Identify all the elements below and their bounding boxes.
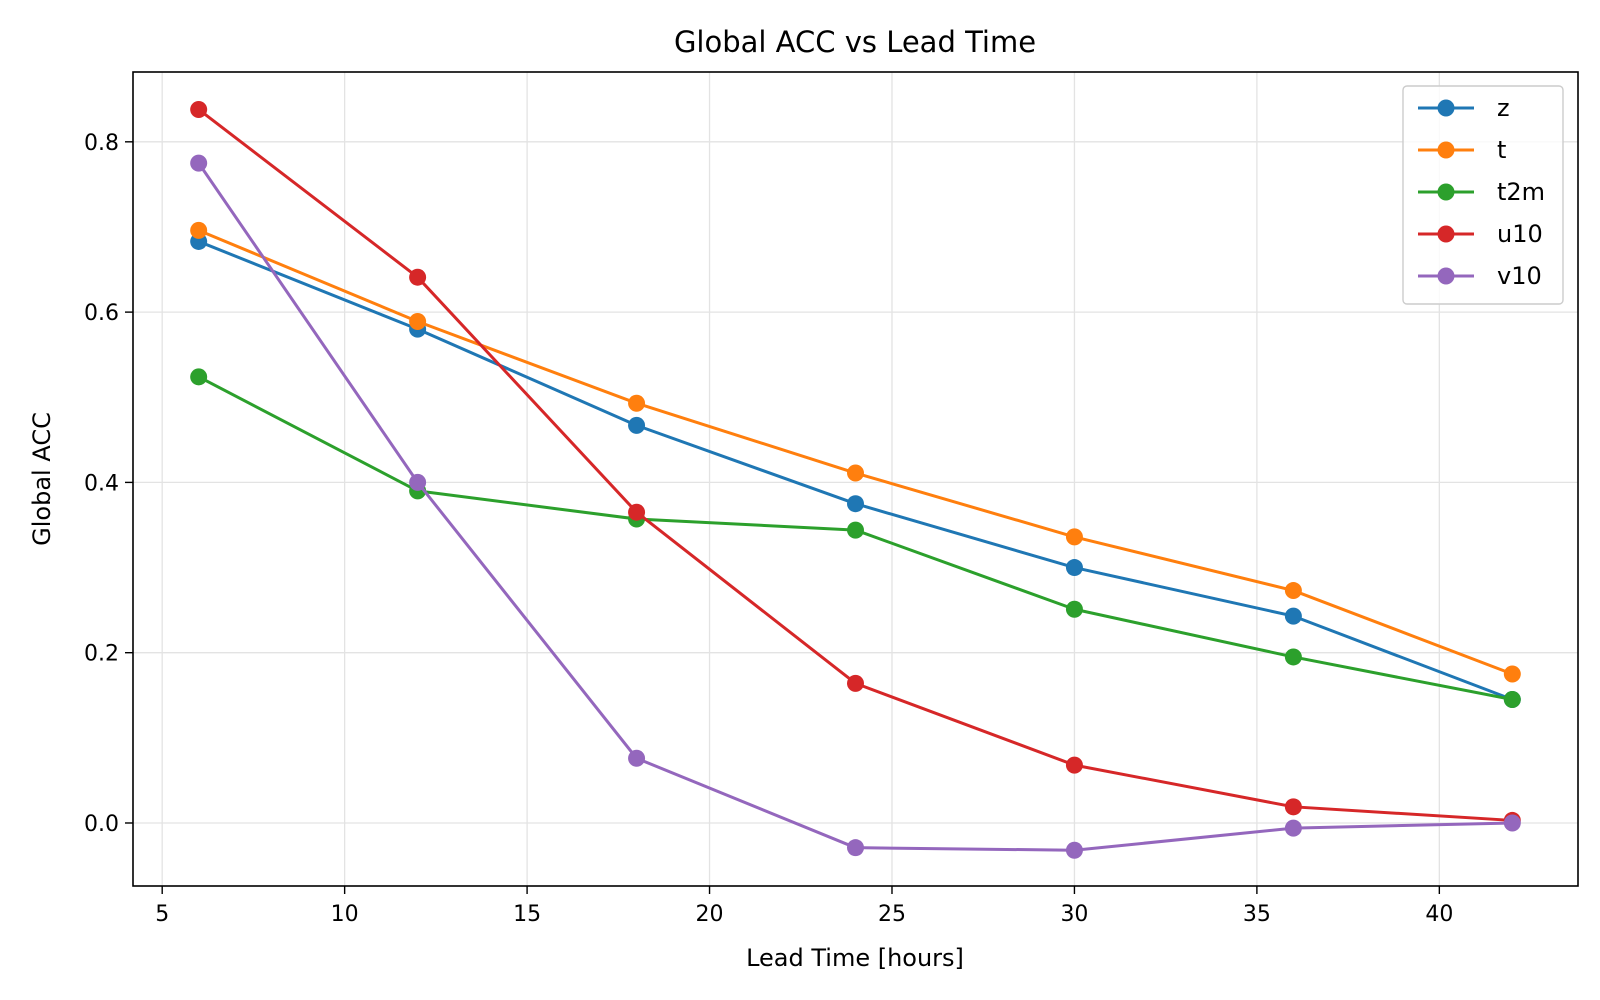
legend-swatch-marker	[1437, 267, 1455, 285]
legend-swatch-marker	[1437, 225, 1455, 243]
data-point-t2m	[847, 521, 864, 539]
plot-area-frame	[132, 71, 1579, 887]
data-point-z	[628, 416, 646, 434]
legend-item-v10: v10	[1418, 262, 1542, 290]
x-axis-label: Lead Time [hours]	[746, 944, 964, 972]
legend: zt t2m u10 v10	[1402, 85, 1564, 305]
series-v10	[190, 154, 1521, 859]
data-point-t	[1065, 528, 1083, 546]
legend-label: z	[1497, 94, 1510, 122]
data-point-t2m	[1065, 600, 1083, 618]
data-point-z	[1065, 559, 1083, 577]
x-tick-label: 20	[696, 902, 724, 927]
data-point-v10	[847, 839, 864, 857]
data-point-u10	[1284, 798, 1302, 816]
x-tick-label: 5	[155, 902, 169, 927]
data-point-u10	[409, 268, 427, 286]
series-t2m	[190, 368, 1521, 709]
data-point-u10	[1065, 756, 1083, 774]
legend-swatch-marker	[1437, 141, 1455, 159]
data-point-z	[1284, 607, 1302, 625]
legend-item-t: t	[1418, 136, 1506, 164]
chart-title: Global ACC vs Lead Time	[674, 25, 1036, 59]
data-point-u10	[190, 100, 208, 118]
y-tick-label: 0.0	[84, 812, 119, 837]
legend-label: t	[1497, 136, 1506, 164]
x-tick-label: 35	[1243, 902, 1271, 927]
series-u10	[190, 100, 1521, 829]
data-point-u10	[628, 503, 646, 521]
data-point-t	[628, 394, 646, 412]
data-point-u10	[847, 674, 864, 692]
data-point-v10	[409, 473, 427, 491]
data-point-t2m	[1284, 648, 1302, 666]
y-tick-label: 0.8	[84, 131, 119, 156]
data-point-t	[1503, 665, 1521, 683]
x-tick-label: 15	[513, 902, 541, 927]
data-point-t	[409, 312, 427, 330]
legend-label: v10	[1497, 262, 1542, 290]
data-point-t2m	[1503, 691, 1521, 709]
x-tick-label: 25	[878, 902, 906, 927]
legend-swatch-marker	[1437, 183, 1455, 201]
data-point-t	[847, 464, 864, 482]
legend-swatch-marker	[1437, 99, 1455, 117]
data-point-v10	[190, 154, 208, 172]
data-point-t	[190, 221, 208, 239]
y-tick-label: 0.4	[84, 471, 119, 496]
series-lines	[190, 100, 1521, 859]
x-tick-label: 30	[1060, 902, 1088, 927]
data-point-v10	[1503, 814, 1521, 832]
data-point-v10	[1284, 819, 1302, 837]
legend-label: u10	[1497, 220, 1543, 248]
legend-box	[1402, 85, 1564, 305]
data-point-z	[847, 495, 864, 513]
legend-item-u10: u10	[1418, 220, 1543, 248]
axis-ticks: 5 10 15 20 25 30 35 40 0.0 0.2 0.4 0.6 0.8	[84, 131, 1453, 927]
legend-item-t2m: t2m	[1418, 178, 1545, 206]
series-t	[190, 221, 1521, 683]
data-point-v10	[628, 749, 646, 767]
legend-label: t2m	[1497, 178, 1545, 206]
data-point-t2m	[190, 368, 208, 386]
y-tick-label: 0.6	[84, 301, 119, 326]
data-point-t	[1284, 582, 1302, 600]
y-tick-label: 0.2	[84, 642, 119, 667]
x-tick-label: 40	[1425, 902, 1453, 927]
x-tick-label: 10	[331, 902, 359, 927]
y-axis-label: Global ACC	[28, 412, 56, 546]
legend-item-z: z	[1418, 94, 1510, 122]
data-point-v10	[1065, 841, 1083, 859]
